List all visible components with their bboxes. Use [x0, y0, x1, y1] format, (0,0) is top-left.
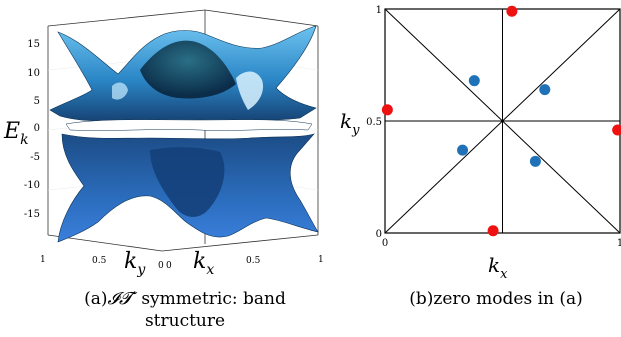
upper-band-highlight	[236, 71, 264, 110]
z-axis-ticks: 15 10 5 0 -5 -10 -15	[24, 39, 40, 220]
caption-b-text: zero modes in (a)	[433, 289, 583, 309]
caption-a-tag: (a)	[84, 289, 108, 309]
ky-axis-label: ky	[124, 249, 146, 278]
zero-mode-point	[529, 155, 541, 167]
zero-mode-point	[539, 84, 551, 96]
z-tick-label: 15	[27, 39, 40, 50]
ky-tick-label: 1	[40, 255, 46, 265]
z-tick-label: -15	[24, 209, 40, 220]
z-tick-label: 5	[34, 96, 40, 107]
z-axis-label: Ek	[3, 119, 29, 148]
y-tick-label: 0	[376, 229, 382, 240]
ky-tick-label: 0	[158, 261, 164, 271]
kx-axis-ticks: 0 0.5 1	[166, 255, 324, 271]
caption-a-math: 𝓘𝓣′	[107, 289, 136, 309]
zero-mode-point	[381, 104, 393, 116]
axis-ticks: 0 1 0 0.5 1	[366, 5, 621, 249]
caption-a-line1: symmetric: band	[135, 289, 286, 309]
zero-mode-point	[487, 225, 499, 237]
upper-band-peak	[140, 40, 236, 99]
caption-b: (b)zero modes in (a)	[385, 288, 607, 310]
x-tick-label: 1	[617, 238, 621, 249]
caption-b-tag: (b)	[409, 289, 434, 309]
caption-a: (a)𝓘𝓣′ symmetric: band structure	[40, 288, 330, 332]
zero-mode-points	[381, 5, 621, 237]
zero-modes-plot: 0 1 0 0.5 1 ky kx	[340, 5, 621, 282]
ky-axis-ticks: 1 0.5 0	[40, 255, 164, 271]
plot-frame	[384, 8, 621, 234]
y-tick-label: 0.5	[366, 117, 382, 128]
lower-band-bowl	[150, 147, 225, 217]
band-structure-plot: 15 10 5 0 -5 -10 -15 Ek 1 0.5 0 0 0.5 1 …	[3, 9, 324, 278]
zero-mode-point	[468, 75, 480, 87]
zero-mode-point	[506, 5, 518, 17]
z-tick-label: -10	[24, 180, 40, 191]
zero-energy-gap	[65, 119, 313, 131]
z-tick-label: 10	[27, 68, 40, 79]
ky-tick-label: 0.5	[92, 256, 107, 266]
z-tick-label: -5	[30, 152, 40, 163]
kx-tick-label: 1	[318, 255, 324, 265]
kx-tick-label: 0	[166, 261, 172, 271]
upper-band-highlight-2	[112, 82, 128, 100]
caption-a-line2: structure	[144, 311, 226, 331]
zero-mode-point	[457, 144, 469, 156]
y-tick-label: 1	[376, 5, 382, 16]
kx-axis-label: kx	[193, 249, 214, 278]
x-tick-label: 0	[382, 238, 388, 249]
ky-axis-label: ky	[340, 109, 360, 138]
reference-lines	[384, 8, 621, 234]
kx-tick-label: 0.5	[246, 256, 261, 266]
z-tick-label: 0	[34, 123, 40, 134]
zero-mode-point	[612, 124, 621, 136]
kx-axis-label: kx	[488, 253, 508, 282]
